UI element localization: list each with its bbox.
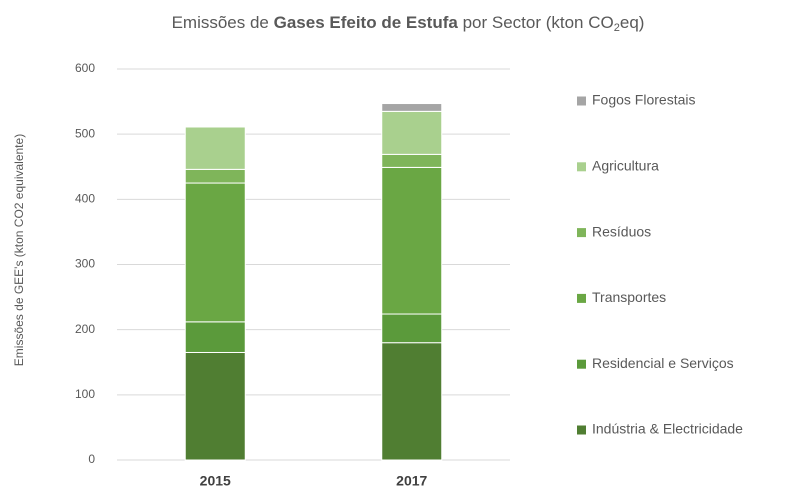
- bar-segment: [184, 351, 246, 461]
- bar-segment: [381, 110, 443, 155]
- bar-segment: [381, 342, 443, 461]
- y-axis-label: Emissões de GEE's (kton CO2 equivalente): [12, 134, 26, 366]
- legend-swatch: [577, 359, 586, 369]
- title-part: 2: [614, 22, 620, 34]
- legend-swatch: [577, 425, 586, 435]
- title-part: Emissões de: [172, 13, 274, 32]
- legend-label: Agricultura: [592, 158, 659, 174]
- y-tick-label: 600: [75, 61, 95, 75]
- y-tick-label: 100: [75, 387, 95, 401]
- bar-segment: [184, 182, 246, 323]
- y-tick-label: 500: [75, 126, 95, 140]
- legend-label: Fogos Florestais: [592, 92, 695, 108]
- y-tick-label: 200: [75, 322, 95, 336]
- bar-segment: [184, 321, 246, 353]
- x-tick-label: 2015: [200, 473, 231, 489]
- legend-label: Indústria & Electricidade: [592, 421, 743, 437]
- bar-segment: [381, 103, 443, 112]
- legend-label: Resíduos: [592, 223, 651, 239]
- title-part: eq): [620, 13, 645, 32]
- title-part: Gases Efeito de Estufa: [274, 13, 459, 32]
- bar-segment: [381, 166, 443, 315]
- legend-label: Residencial e Serviços: [592, 355, 734, 371]
- legend-swatch: [577, 293, 586, 303]
- x-tick-label: 2017: [396, 473, 427, 489]
- legend-swatch: [577, 228, 586, 238]
- bar-segment: [381, 313, 443, 344]
- y-tick-label: 0: [88, 452, 95, 466]
- y-tick-label: 300: [75, 257, 95, 271]
- legend-label: Transportes: [592, 289, 666, 305]
- bar-segment: [184, 126, 246, 170]
- chart-title: Emissões de Gases Efeito de Estufa por S…: [172, 13, 645, 33]
- y-tick-label: 400: [75, 192, 95, 206]
- bar-segment: [184, 168, 246, 184]
- title-part: por Sector (kton CO: [458, 13, 614, 32]
- bar-segment: [381, 153, 443, 168]
- legend-swatch: [577, 162, 586, 172]
- legend-swatch: [577, 96, 586, 106]
